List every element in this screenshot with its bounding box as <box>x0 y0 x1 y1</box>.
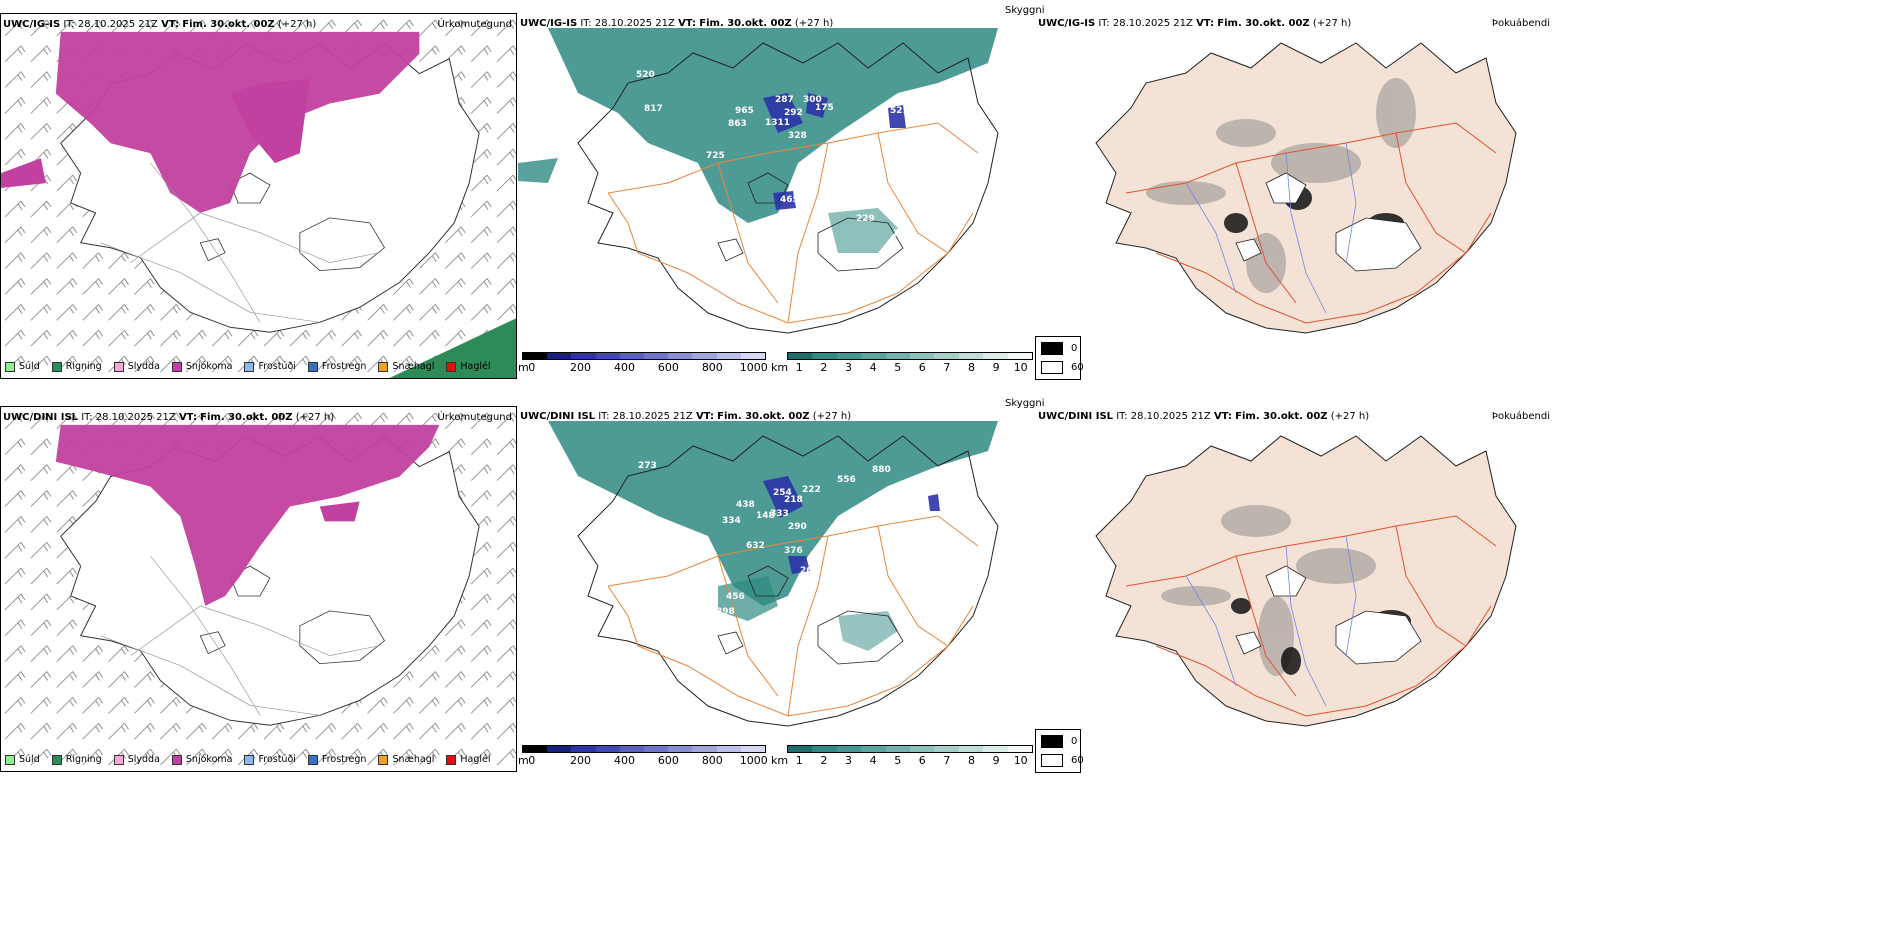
legend-item-frostudi: Frostúði <box>244 754 296 765</box>
legend-item-snaehagl: Snæhagl <box>378 361 434 372</box>
legend-item-frostudi: Frostúði <box>244 361 296 372</box>
precip-legend: Súld Rigning Slydda Snjókoma Frostúði Fr… <box>5 754 491 765</box>
road-network <box>607 515 979 717</box>
precip-type-panel-1: UWC/IG-IS IT: 28.10.2025 21Z VT: Fim. 30… <box>0 13 517 379</box>
cloud-base-labels: 273 438 254 218 222 556 880 334 148 333 … <box>638 461 891 617</box>
svg-text:254: 254 <box>773 488 792 498</box>
precip-type-map-1 <box>1 14 516 378</box>
svg-text:300: 300 <box>803 95 822 105</box>
svg-text:556: 556 <box>837 475 856 485</box>
cloudbase-colorbar-1: 0 200 400 600 800 1000 m <box>518 352 768 380</box>
river-network <box>1185 535 1357 707</box>
precip-legend: Súld Rigning Slydda Snjókoma Frostúði Fr… <box>5 361 491 372</box>
svg-text:438: 438 <box>736 500 755 510</box>
legend-item-haglel: Haglél <box>446 754 491 765</box>
fog-index-map-2 <box>1095 435 1517 727</box>
fog-index-map-1 <box>1095 42 1517 334</box>
svg-text:333: 333 <box>770 509 789 519</box>
precip-type-map-2 <box>1 407 516 771</box>
visibility-map-1: 520 817 965 863 287 292 1311 300 175 328… <box>518 28 999 334</box>
svg-text:292: 292 <box>784 108 803 118</box>
rain-area <box>389 318 516 378</box>
cloud-base-areas <box>763 93 906 210</box>
fog-index-panel-2: UWC/DINI ISL IT: 28.10.2025 21Z VT: Fim.… <box>1036 406 1552 772</box>
visibility-map-2: 273 438 254 218 222 556 880 334 148 333 … <box>548 421 999 727</box>
legend-item-rigning: Rigning <box>51 361 102 372</box>
svg-text:385: 385 <box>714 217 733 227</box>
map-header: UWC/IG-IS IT: 28.10.2025 21Z VT: Fim. 30… <box>3 19 317 30</box>
cloud-base-labels: 520 817 965 863 287 292 1311 300 175 328… <box>636 70 912 239</box>
map-header: UWC/IG-IS IT: 28.10.2025 21Z VT: Fim. 30… <box>1038 18 1352 29</box>
svg-text:148: 148 <box>756 511 775 521</box>
panel-title-skyggni-2: Skyggni <box>1005 398 1045 409</box>
legend-item-frostregn: Frostregn <box>307 361 366 372</box>
fog-key-1: 0 60 <box>1035 336 1084 380</box>
svg-text:880: 880 <box>872 465 891 475</box>
svg-text:520: 520 <box>636 70 655 80</box>
legend-item-sudd: Súld <box>5 754 40 765</box>
svg-text:265: 265 <box>800 566 819 576</box>
fog-shading <box>1146 78 1416 293</box>
panel-title: Þokuábendi <box>1491 411 1550 422</box>
svg-text:465: 465 <box>780 195 799 205</box>
svg-text:62: 62 <box>863 146 876 156</box>
road-network <box>1125 515 1497 717</box>
road-network <box>607 122 979 324</box>
svg-text:290: 290 <box>788 522 807 532</box>
svg-text:725: 725 <box>706 151 725 161</box>
map-header: UWC/DINI ISL IT: 28.10.2025 21Z VT: Fim.… <box>1038 411 1370 422</box>
panel-title: Þokuábendi <box>1491 18 1550 29</box>
low-visibility-area <box>548 28 998 223</box>
svg-text:175: 175 <box>815 103 834 113</box>
legend-item-slydda: Slydda <box>113 754 160 765</box>
snow-area <box>55 424 440 606</box>
low-visibility-area <box>548 421 998 606</box>
svg-text:863: 863 <box>728 119 747 129</box>
svg-text:265: 265 <box>893 229 912 239</box>
svg-text:229: 229 <box>856 214 875 224</box>
panel-title: Úrkomutegund <box>437 19 512 30</box>
visibility-panel-1: 520 817 965 863 287 292 1311 300 175 328… <box>518 13 1035 379</box>
svg-text:965: 965 <box>735 106 754 116</box>
legend-item-snjokoma: Snjókoma <box>171 361 232 372</box>
cloud-base-areas <box>763 476 940 574</box>
svg-text:334: 334 <box>722 516 741 526</box>
visibility-colorbar-2: 1 2 3 4 5 6 7 8 9 10 km <box>771 745 1033 773</box>
svg-text:632: 632 <box>746 541 765 551</box>
snow-area <box>55 31 420 213</box>
legend-item-snjokoma: Snjókoma <box>171 754 232 765</box>
river-network <box>1185 142 1357 314</box>
svg-text:398: 398 <box>716 607 735 617</box>
legend-item-sudd: Súld <box>5 361 40 372</box>
svg-text:817: 817 <box>644 104 663 114</box>
svg-text:376: 376 <box>784 546 803 556</box>
legend-item-snaehagl: Snæhagl <box>378 754 434 765</box>
precip-type-panel-2: UWC/DINI ISL IT: 28.10.2025 21Z VT: Fim.… <box>0 406 517 772</box>
svg-text:1311: 1311 <box>765 118 790 128</box>
svg-text:218: 218 <box>784 495 803 505</box>
svg-text:328: 328 <box>788 131 807 141</box>
legend-item-haglel: Haglél <box>446 361 491 372</box>
svg-text:521: 521 <box>890 106 909 116</box>
map-header: UWC/IG-IS IT: 28.10.2025 21Z VT: Fim. 30… <box>520 18 834 29</box>
cloudbase-colorbar-2: 0 200 400 600 800 1000 m <box>518 745 768 773</box>
panel-title: Úrkomutegund <box>437 412 512 423</box>
svg-text:456: 456 <box>726 592 745 602</box>
map-header: UWC/DINI ISL IT: 28.10.2025 21Z VT: Fim.… <box>3 412 335 423</box>
svg-text:287: 287 <box>775 95 794 105</box>
svg-text:222: 222 <box>802 485 821 495</box>
visibility-panel-2: 273 438 254 218 222 556 880 334 148 333 … <box>518 406 1035 772</box>
visibility-colorbar-1: 1 2 3 4 5 6 7 8 9 10 km <box>771 352 1033 380</box>
legend-item-frostregn: Frostregn <box>307 754 366 765</box>
fog-index-panel-1: UWC/IG-IS IT: 28.10.2025 21Z VT: Fim. 30… <box>1036 13 1552 379</box>
road-network <box>1125 122 1497 324</box>
legend-item-slydda: Slydda <box>113 361 160 372</box>
map-header: UWC/DINI ISL IT: 28.10.2025 21Z VT: Fim.… <box>520 411 852 422</box>
panel-title-skyggni-1: Skyggni <box>1005 5 1045 16</box>
fog-key-2: 0 60 <box>1035 729 1084 773</box>
svg-text:273: 273 <box>638 461 657 471</box>
legend-item-rigning: Rigning <box>51 754 102 765</box>
